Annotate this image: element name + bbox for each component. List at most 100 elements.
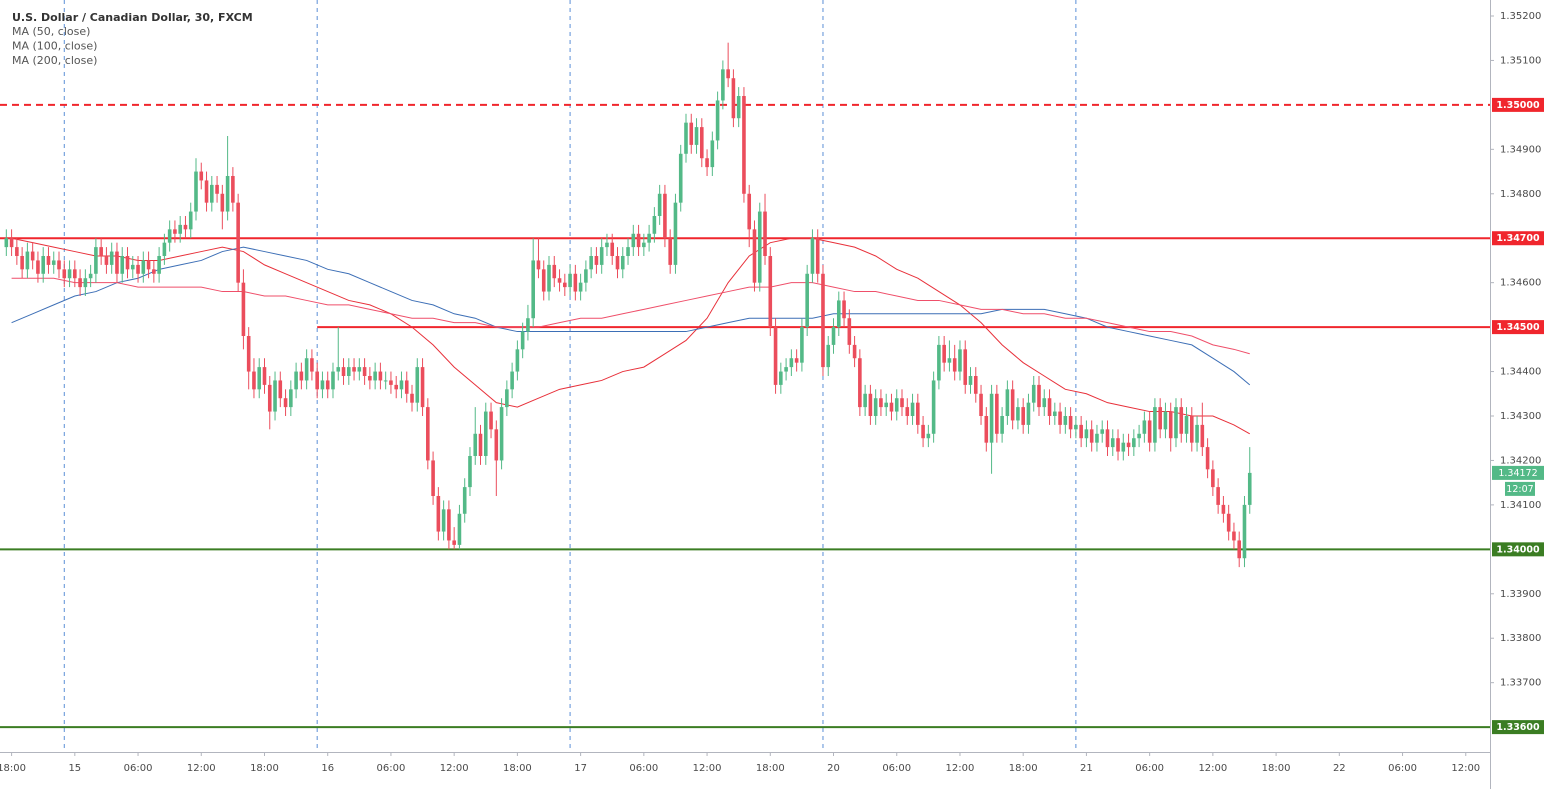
candle-body: [1021, 407, 1025, 425]
candle-body: [889, 402, 894, 412]
moving-average: [11, 277, 1250, 355]
candle-body: [963, 349, 968, 385]
candle-body: [1042, 398, 1047, 408]
candle-body: [1163, 411, 1168, 430]
candle-body: [847, 318, 852, 345]
candle-body: [210, 184, 214, 203]
candle-body: [99, 247, 103, 256]
candle-body: [1232, 531, 1236, 541]
candle-body: [20, 256, 24, 270]
candle-body: [57, 260, 61, 270]
candle-body: [515, 349, 520, 372]
candle-body: [194, 171, 198, 212]
y-tick-label: 1.34300: [1500, 411, 1541, 422]
candle-body: [410, 393, 414, 403]
candle-body: [1110, 438, 1115, 448]
candle-body: [715, 100, 720, 141]
candle-body: [747, 193, 752, 230]
candle-body: [1179, 407, 1184, 434]
x-tick-label: 06:00: [629, 763, 658, 774]
candle-body: [668, 238, 672, 265]
candle-body: [331, 371, 335, 390]
candle-body: [647, 233, 651, 243]
legend-entry: MA (200, close): [12, 54, 97, 67]
candle-body: [678, 153, 683, 203]
x-tick-label: 18:00: [250, 763, 279, 774]
candle-body: [937, 344, 941, 381]
candle-body: [1211, 469, 1215, 488]
candle-body: [1195, 424, 1199, 443]
candle-body: [420, 367, 425, 408]
candle-body: [220, 193, 225, 212]
candle-body: [157, 256, 161, 274]
candle-body: [731, 78, 736, 119]
candle-body: [241, 282, 246, 336]
level-label-box: [1492, 97, 1544, 112]
candle-body: [4, 238, 9, 248]
candle-body: [1000, 416, 1004, 434]
candle-body: [1247, 472, 1252, 505]
candle-body: [689, 122, 694, 145]
candle-body: [1063, 416, 1068, 425]
x-tick-label: 18:00: [503, 763, 532, 774]
candle-body: [1079, 424, 1083, 439]
candle-body: [1158, 407, 1162, 430]
candle-body: [594, 256, 599, 265]
candle-body: [447, 509, 451, 541]
x-tick-label: 12:00: [1198, 763, 1227, 774]
candle-body: [1031, 384, 1036, 403]
candle-body: [141, 260, 146, 274]
candle-body: [304, 358, 309, 381]
candle-body: [152, 269, 156, 274]
candle-body: [768, 256, 773, 328]
candle-body: [373, 371, 377, 381]
candle-body: [1074, 424, 1078, 430]
x-tick-label: 20: [827, 763, 840, 774]
chart-title: U.S. Dollar / Canadian Dollar, 30, FXCM: [12, 11, 253, 24]
candle-body: [1084, 429, 1089, 439]
y-tick-label: 1.34100: [1500, 500, 1541, 511]
candle-body: [67, 269, 72, 279]
candle-body: [1058, 411, 1062, 425]
candle-body: [30, 251, 35, 261]
candle-body: [399, 380, 404, 390]
level-label-box: [1492, 720, 1544, 735]
candle-body: [173, 229, 177, 234]
candle-body: [341, 367, 346, 376]
candle-body: [315, 371, 319, 390]
candle-body: [125, 256, 130, 270]
candle-body: [457, 513, 462, 545]
candle-body: [615, 256, 620, 270]
candle-body: [605, 242, 609, 248]
candle-body: [252, 371, 256, 390]
candle-body: [1147, 420, 1152, 443]
x-tick-label: 06:00: [377, 763, 406, 774]
candle-body: [858, 358, 862, 408]
x-tick-label: 12:00: [187, 763, 216, 774]
candle-body: [926, 433, 931, 439]
candle-body: [246, 336, 251, 372]
countdown-box: [1505, 481, 1535, 496]
candle-body: [1089, 429, 1094, 443]
candle-body: [626, 247, 630, 256]
candle-body: [262, 367, 267, 385]
candle-body: [136, 264, 140, 274]
candle-body: [652, 216, 657, 234]
candle-body: [462, 487, 467, 514]
x-tick-label: 06:00: [124, 763, 153, 774]
candle-body: [810, 238, 815, 274]
level-label: 1.34500: [1496, 322, 1540, 333]
candle-body: [842, 300, 846, 319]
candle-body: [204, 180, 209, 203]
candle-body: [310, 358, 314, 372]
candle-body: [794, 358, 799, 363]
last-price-box: [1492, 465, 1544, 480]
candle-body: [705, 158, 709, 168]
legend-entry: MA (50, close): [12, 25, 90, 38]
candle-body: [231, 176, 235, 203]
candle-body: [1095, 433, 1099, 443]
candle-body: [1116, 438, 1120, 452]
candle-body: [789, 358, 794, 368]
candle-body: [415, 367, 420, 403]
candle-body: [83, 278, 88, 288]
